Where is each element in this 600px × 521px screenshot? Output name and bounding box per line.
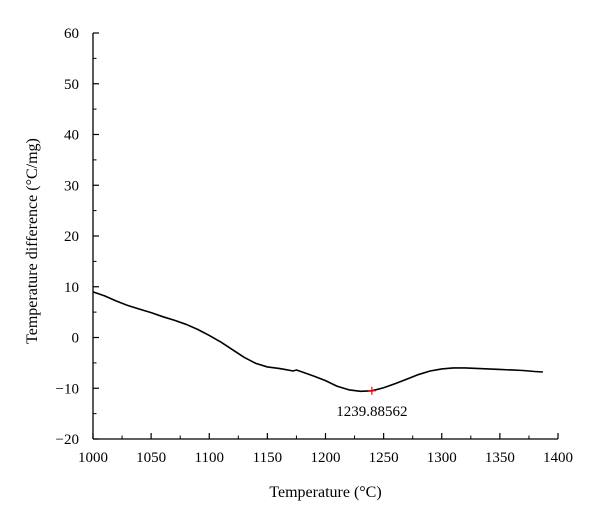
y-tick-label: 30 <box>64 178 79 194</box>
peak-annotation-label: 1239.88562 <box>336 404 407 420</box>
y-tick-label: −20 <box>56 432 79 448</box>
y-tick-label: 10 <box>64 280 79 296</box>
x-axis-ticks: 1000 1050 1100 1150 1200 1250 1300 1350 1400 <box>78 433 573 466</box>
y-tick-label: 20 <box>64 229 79 245</box>
x-tick-label: 1050 <box>136 450 166 466</box>
y-axis-ticks: −20 −10 0 10 20 30 40 50 60 <box>56 26 99 448</box>
x-axis-title: Temperature (°C) <box>269 484 381 501</box>
x-tick-label: 1100 <box>195 450 224 466</box>
x-tick-label: 1200 <box>311 450 341 466</box>
y-tick-label: 40 <box>64 128 79 144</box>
y-tick-label: −10 <box>56 381 79 397</box>
series-layer <box>92 291 543 393</box>
x-tick-label: 1400 <box>543 450 573 466</box>
x-tick-label: 1150 <box>253 450 282 466</box>
axes: 1000 1050 1100 1150 1200 1250 1300 1350 1400 −20… <box>56 26 573 466</box>
series-line <box>92 291 543 393</box>
x-tick-label: 1250 <box>369 450 399 466</box>
x-tick-label: 1000 <box>78 450 108 466</box>
y-tick-label: 50 <box>64 77 79 93</box>
y-tick-label: 0 <box>72 331 80 347</box>
x-tick-label: 1300 <box>427 450 457 466</box>
x-tick-label: 1350 <box>485 450 515 466</box>
y-tick-label: 60 <box>64 26 79 42</box>
y-axis-title: Temperature difference (°C/mg) <box>24 138 41 344</box>
peak-marker <box>367 386 376 395</box>
annotation-layer: 1239.88562 <box>336 386 407 420</box>
